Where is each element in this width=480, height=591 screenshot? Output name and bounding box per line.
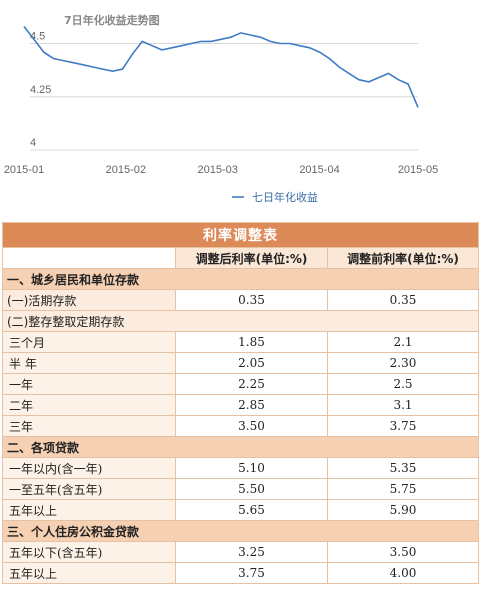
- table-row: 一年 2.25 2.5: [2, 373, 480, 395]
- x-tick-label: 2015-05: [398, 164, 438, 176]
- rate-before-cell: 3.75: [326, 415, 480, 437]
- rate-after-cell: 5.65: [175, 499, 328, 521]
- x-tick-label: 2015-04: [299, 164, 339, 176]
- rate-before-cell: 3.1: [326, 394, 480, 416]
- rate-after-cell: 0.35: [175, 289, 328, 311]
- x-tick-label: 2015-01: [4, 164, 44, 176]
- rate-after-cell: 5.50: [175, 478, 328, 500]
- rate-after-cell: 2.85: [175, 394, 328, 416]
- section-label: 二、各项贷款: [1, 436, 480, 458]
- table-row: (一)活期存款 0.35 0.35: [2, 289, 480, 311]
- rate-after-cell: 3.50: [175, 415, 328, 437]
- table-row: 三年 3.50 3.75: [2, 415, 480, 437]
- rate-before-cell: 2.5: [326, 373, 480, 395]
- header-before-rate: 调整前利率(单位:%): [326, 247, 480, 269]
- table-row: (二)整存整取定期存款: [1, 310, 480, 332]
- row-label: 五年以上: [2, 499, 176, 521]
- table-header-row: 调整后利率(单位:%) 调整前利率(单位:%): [2, 247, 480, 269]
- rate-before-cell: 0.35: [326, 289, 480, 311]
- rate-after-cell: 1.85: [175, 331, 328, 353]
- rate-adjustment-table: 利率调整表 调整后利率(单位:%) 调整前利率(单位:%) 一、城乡居民和单位存…: [1, 222, 480, 584]
- legend-label[interactable]: 七日年化收益: [252, 190, 318, 204]
- rate-before-cell: 2.30: [326, 352, 480, 374]
- rate-before-cell: 5.75: [326, 478, 480, 500]
- yield-chart: 4 4.25 4.5 2015-01 2015-02 2015-03 2015-04 2015…: [0, 0, 480, 218]
- table-row: 一年以内(含一年) 5.10 5.35: [2, 457, 480, 479]
- table-row: 五年以上 5.65 5.90: [2, 499, 480, 521]
- rate-before-cell: 4.00: [326, 562, 480, 584]
- row-label: (一)活期存款: [2, 289, 176, 311]
- row-label: 一年以内(含一年): [2, 457, 176, 479]
- series-line-seven-day-yield: [23, 26, 419, 108]
- rate-before-cell: 5.90: [326, 499, 480, 521]
- rate-before-cell: 3.50: [326, 541, 480, 563]
- table-row: 二年 2.85 3.1: [2, 394, 480, 416]
- section-label: 三、个人住房公积金贷款: [1, 520, 480, 542]
- rate-after-cell: 2.25: [175, 373, 328, 395]
- section-label: 一、城乡居民和单位存款: [1, 268, 480, 290]
- table-title-row: 利率调整表: [1, 222, 480, 248]
- row-label: 半 年: [2, 352, 176, 374]
- rate-before-cell: 2.1: [326, 331, 480, 353]
- table-row: 二、各项贷款: [1, 436, 480, 458]
- table-row: 一至五年(含五年) 5.50 5.75: [2, 478, 480, 500]
- header-blank-cell: [2, 247, 176, 269]
- row-label: 三个月: [2, 331, 176, 353]
- rate-after-cell: 2.05: [175, 352, 328, 374]
- chart-title: 7日年化收益走势图: [64, 13, 160, 27]
- row-label: 一至五年(含五年): [2, 478, 176, 500]
- table-row: 五年以下(含五年) 3.25 3.50: [2, 541, 480, 563]
- rate-before-cell: 5.35: [326, 457, 480, 479]
- table-row: 半 年 2.05 2.30: [2, 352, 480, 374]
- rate-after-cell: 3.75: [175, 562, 328, 584]
- row-label: 五年以下(含五年): [2, 541, 176, 563]
- table-row: 一、城乡居民和单位存款: [1, 268, 480, 290]
- x-tick-label: 2015-02: [106, 164, 146, 176]
- table-row: 五年以上 3.75 4.00: [2, 562, 480, 584]
- table-title: 利率调整表: [1, 222, 480, 248]
- row-label: 一年: [2, 373, 176, 395]
- y-tick-label: 4.25: [30, 84, 51, 96]
- header-after-rate: 调整后利率(单位:%): [175, 247, 328, 269]
- x-tick-label: 2015-03: [198, 164, 238, 176]
- row-label: 三年: [2, 415, 176, 437]
- y-tick-label: 4: [30, 137, 36, 149]
- row-label: 五年以上: [2, 562, 176, 584]
- row-label: 二年: [2, 394, 176, 416]
- table-row: 三、个人住房公积金贷款: [1, 520, 480, 542]
- rate-after-cell: 3.25: [175, 541, 328, 563]
- rate-after-cell: 5.10: [175, 457, 328, 479]
- table-row: 三个月 1.85 2.1: [2, 331, 480, 353]
- subsection-label: (二)整存整取定期存款: [1, 310, 480, 332]
